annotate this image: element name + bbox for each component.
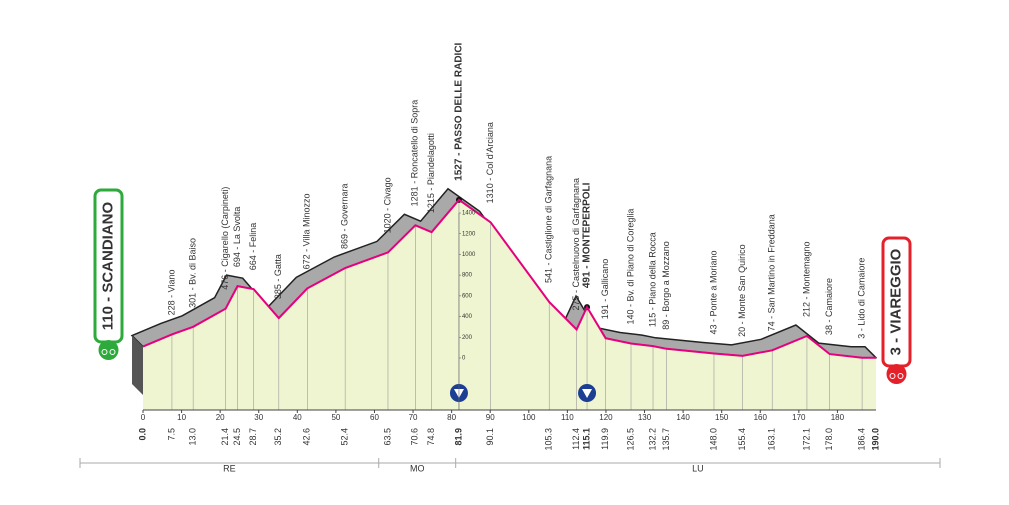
km-label: 70.6 [410, 428, 420, 446]
waypoint-label: 541 - Castiglione di Garfagnana [544, 156, 554, 283]
profile-front [132, 335, 143, 395]
waypoint-label: 385 - Gatta [273, 254, 283, 299]
x-tick-label: 90 [486, 413, 495, 422]
waypoint-label: 672 - Villa Minozzo [302, 194, 312, 270]
town-icon [98, 340, 119, 360]
x-tick-label: 150 [715, 413, 729, 422]
altitude-tick-label: 1200 [462, 231, 476, 237]
waypoint-label: 301 - Bv. di Baiso [188, 238, 198, 308]
km-label: 35.2 [273, 428, 283, 446]
km-label: 186.4 [856, 428, 866, 451]
waypoint-label: 140 - Bv. di Piano di Coreglia [625, 209, 635, 325]
km-label: 135.7 [661, 428, 671, 451]
x-tick-label: 10 [177, 413, 186, 422]
x-tick-label: 170 [792, 413, 806, 422]
altitude-tick-label: 1400 [462, 211, 476, 217]
km-label: 115.1 [581, 428, 591, 450]
waypoint-label: 491 - MONTEPERPOLI [582, 182, 593, 288]
town-icon [886, 364, 907, 384]
km-label: 42.6 [302, 428, 312, 446]
x-tick-label: 80 [447, 413, 456, 422]
town-icon-wheel [889, 373, 896, 379]
x-tick-label: 30 [254, 413, 263, 422]
altitude-tick-label: 1000 [462, 252, 476, 258]
km-label: 172.1 [801, 428, 811, 451]
profile-line [142, 198, 876, 359]
km-label: 0.0 [137, 428, 147, 441]
waypoint-label: 476 - Cigarello (Carpineti) [220, 187, 230, 290]
km-label: 74.8 [426, 428, 436, 446]
km-label: 126.5 [625, 428, 635, 451]
km-label: 24.5 [232, 428, 242, 446]
x-tick-label: 60 [370, 413, 379, 422]
waypoint-label: 89 - Borgo a Mozzano [661, 241, 671, 330]
altitude-tick-label: 0 [462, 356, 466, 362]
x-tick-label: 120 [599, 413, 613, 422]
km-label: 7.5 [166, 428, 176, 441]
waypoint-label: 20 - Monte San Quirico [737, 244, 747, 337]
km-label: 132.2 [647, 428, 657, 451]
waypoint-label: 191 - Gallicano [600, 259, 610, 320]
region-label: MO [410, 463, 425, 473]
km-label: 119.9 [600, 428, 610, 450]
x-tick-label: 20 [216, 413, 225, 422]
waypoint-label: 1215 - Piandelagotti [426, 133, 436, 213]
waypoint-label: 1310 - Col d'Arciana [485, 122, 495, 203]
town-label: 3 - VIAREGGIO [887, 248, 904, 355]
waypoint-label: 212 - Montemagno [801, 241, 811, 317]
waypoint-label: 664 - Felina [248, 223, 258, 271]
altitude-tick-label: 400 [462, 314, 473, 320]
km-label: 90.1 [485, 428, 495, 446]
x-tick-label: 110 [561, 413, 574, 422]
region-label: LU [692, 463, 704, 473]
waypoint-label: 3 - Lido di Camaiore [856, 258, 866, 339]
x-tick-label: 130 [638, 413, 652, 422]
x-tick-label: 40 [293, 413, 302, 422]
altitude-tick-label: 600 [462, 293, 473, 299]
km-label: 155.4 [737, 428, 747, 451]
km-label: 148.0 [708, 428, 718, 451]
x-tick-label: 180 [831, 413, 845, 422]
km-label: 163.1 [767, 428, 777, 451]
km-label: 63.5 [382, 428, 392, 446]
waypoint-label: 275 - Castelnuovo di Garfagnana [571, 178, 581, 311]
profile-area [143, 199, 876, 410]
waypoint-label: 115 - Piano della Rocca [647, 232, 657, 327]
climb-marker-icon [582, 389, 593, 398]
km-label: 13.0 [188, 428, 198, 446]
altitude-tick-label: 200 [462, 335, 473, 341]
waypoint-label: 694 - La Svolta [232, 207, 242, 268]
waypoint-label: 869 - Governara [340, 183, 350, 249]
x-tick-label: 160 [754, 413, 768, 422]
km-label: 190.0 [870, 428, 880, 451]
km-label: 52.4 [340, 428, 350, 446]
x-tick-label: 100 [522, 413, 536, 422]
waypoint-label: 1527 - PASSO DELLE RADICI [454, 42, 465, 180]
waypoint-label: 38 - Camaiore [824, 278, 834, 335]
km-label: 112.4 [571, 428, 581, 450]
km-label: 28.7 [248, 428, 258, 446]
x-tick-label: 50 [331, 413, 340, 422]
km-label: 105.3 [544, 428, 554, 451]
waypoint-label: 43 - Ponte a Moriano [708, 250, 718, 334]
waypoint-label: 228 - Viano [166, 270, 176, 316]
altitude-tick-label: 800 [462, 273, 473, 279]
region-label: RE [223, 463, 236, 473]
town-icon-wheel [101, 349, 108, 355]
waypoint-label: 74 - San Martino in Freddana [767, 214, 777, 331]
km-label: 81.9 [453, 428, 463, 446]
waypoint-label: 1020 - Civago [382, 177, 392, 233]
town-icon-wheel [897, 373, 904, 379]
x-tick-label: 140 [676, 413, 690, 422]
x-tick-label: 70 [409, 413, 418, 422]
waypoint-label: 1281 - Roncatello di Sopra [410, 100, 420, 207]
town-label: 110 - SCANDIANO [99, 201, 116, 330]
km-label: 178.0 [824, 428, 834, 451]
km-label: 21.4 [220, 428, 230, 446]
x-tick-label: 0 [141, 413, 146, 422]
town-icon-wheel [109, 349, 116, 355]
